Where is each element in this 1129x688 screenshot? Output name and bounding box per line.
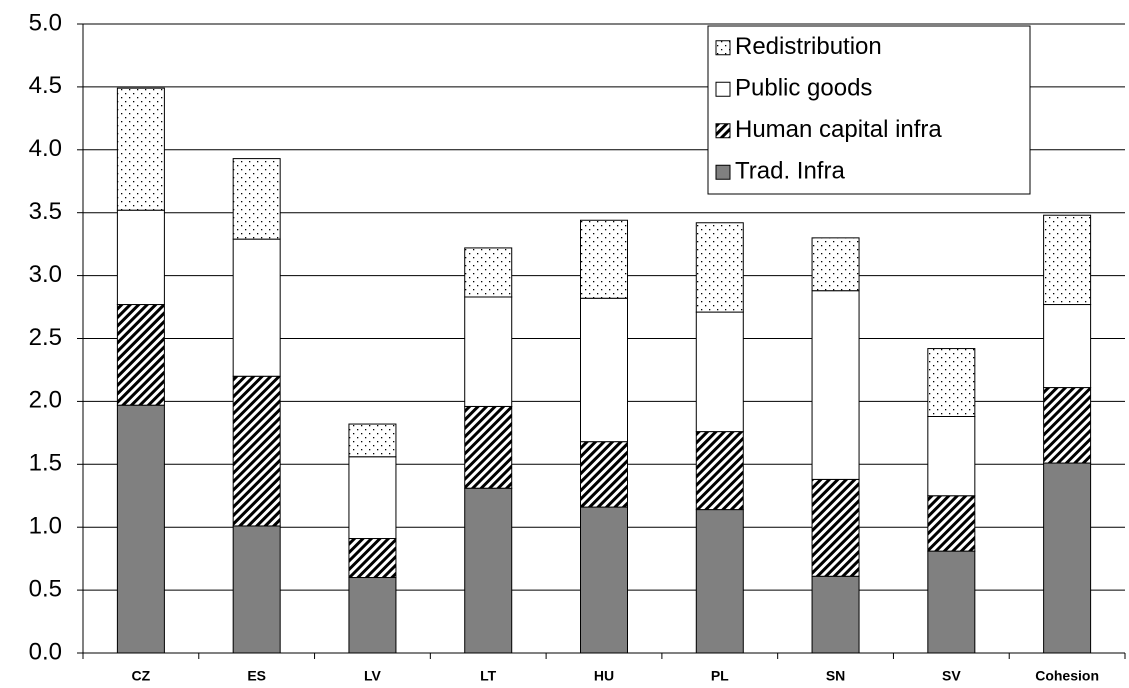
legend-swatch [715,81,731,97]
bar-segment [1043,214,1092,306]
bar-segment [464,247,513,298]
bar-segment [348,577,397,654]
bar-segment [464,405,513,489]
x-tick-label: LT [480,668,497,684]
legend-label: Public goods [735,75,872,102]
bar-segment [232,158,281,240]
bar-segment [927,550,976,654]
bar-segment [927,348,976,417]
bar-segment [232,525,281,654]
bar-segment [927,495,976,552]
legend-swatch [715,40,731,56]
bar-segment [695,509,744,654]
x-tick-label: SN [826,668,845,684]
y-tick-label: 4.5 [29,72,62,99]
legend-label: Trad. Infra [735,158,845,185]
bar-segment [1043,387,1092,464]
y-tick-label: 2.0 [29,387,62,414]
x-tick-label: LV [364,668,382,684]
bar-segment [811,575,860,654]
y-tick-label: 0.0 [29,638,62,665]
y-tick-label: 1.0 [29,513,62,540]
y-tick-label: 2.5 [29,324,62,351]
legend-box [707,25,1031,195]
y-tick-label: 3.0 [29,261,62,288]
bar-segment [1043,304,1092,389]
bar-segment [580,441,628,508]
bar-segment [116,404,165,654]
bar-segment [811,290,860,480]
y-tick-label: 5.0 [29,9,62,36]
bar-segment [695,431,744,511]
bar-segment [116,209,165,306]
y-tick-label: 3.5 [29,198,62,225]
bar-segment [695,222,744,313]
bar-segment [580,506,628,654]
bar-segment [811,237,860,292]
y-tick-label: 1.5 [29,450,62,477]
x-tick-label: HU [594,668,614,684]
bar-segment [116,304,165,406]
bar-segment [927,415,976,497]
y-tick-label: 4.0 [29,135,62,162]
bar-segment [811,478,860,577]
bar-segment [348,456,397,540]
legend-swatch [715,123,731,139]
bar-segment [232,238,281,377]
bar-segment [116,87,165,211]
y-tick-label: 0.5 [29,575,62,602]
x-tick-label: SV [942,668,961,684]
x-tick-label: ES [247,668,266,684]
bar-segment [232,375,281,527]
legend-label: Redistribution [735,33,882,60]
x-tick-label: Cohesion [1035,668,1099,684]
bar-segment [580,219,628,299]
bar-segment [348,423,397,458]
x-tick-label: PL [711,668,729,684]
bar-segment [464,296,513,407]
bar-segment [348,538,397,579]
legend-swatch [715,164,731,180]
bar-segment [1043,462,1092,654]
bar-segment [464,487,513,654]
bar-segment [695,311,744,433]
x-tick-label: CZ [132,668,151,684]
bar-segment [580,297,628,443]
legend-label: Human capital infra [735,116,942,143]
